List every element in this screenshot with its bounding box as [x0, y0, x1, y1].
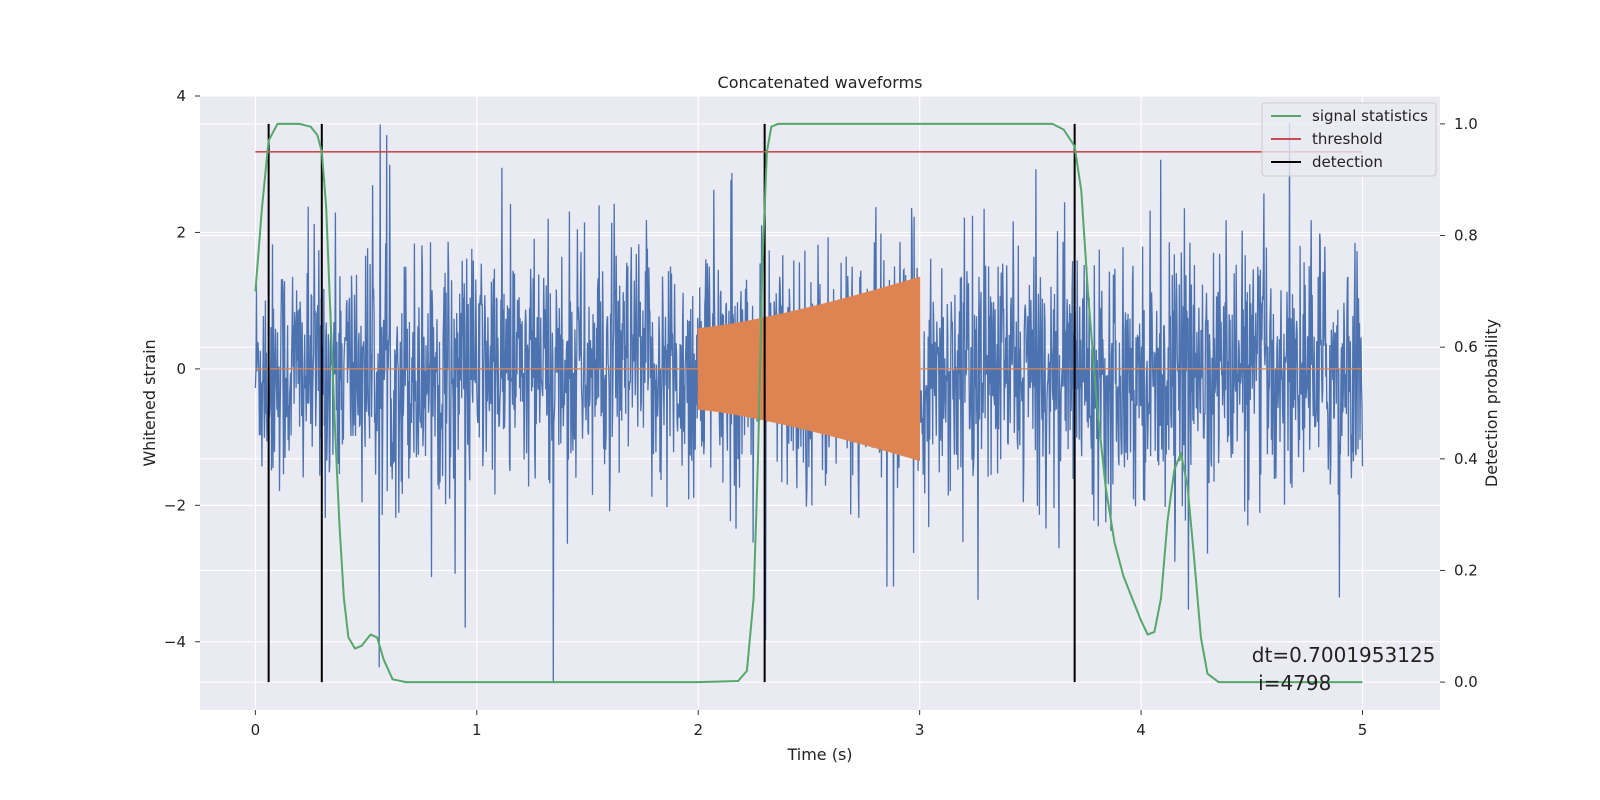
- y-left-tick-label: 4: [176, 87, 186, 105]
- x-tick-label: 2: [693, 721, 703, 739]
- x-tick-label: 1: [472, 721, 482, 739]
- strain-noise-line: [254, 123, 1364, 683]
- legend-label-threshold: threshold: [1312, 130, 1383, 148]
- annotation: dt=0.7001953125 i=4798: [1252, 643, 1436, 695]
- x-tick-label: 3: [915, 721, 925, 739]
- x-tick-label: 0: [251, 721, 261, 739]
- legend-label-signal-statistics: signal statistics: [1312, 107, 1428, 125]
- y-right-tick-label: 0.8: [1454, 227, 1478, 245]
- legend: signal statistics threshold detection: [1261, 102, 1437, 177]
- y-right-tick-label: 0.4: [1454, 450, 1478, 468]
- y-right-tick-label: 0.6: [1454, 338, 1478, 356]
- y-right-tick-label: 0.2: [1454, 561, 1478, 579]
- y-right-axis-ticks: 1.0 0.8 0.6 0.4 0.2 0.0: [1440, 115, 1478, 691]
- y-right-axis-label: Detection probability: [1482, 319, 1501, 487]
- y-left-tick-label: −2: [164, 496, 186, 514]
- y-right-tick-label: 1.0: [1454, 115, 1478, 133]
- x-axis-label: Time (s): [786, 745, 852, 764]
- x-axis-ticks: 0 1 2 3 4 5: [251, 710, 1368, 739]
- y-left-tick-label: 0: [176, 360, 186, 378]
- annotation-line-2: i=4798: [1252, 671, 1332, 695]
- y-left-tick-label: −4: [164, 633, 186, 651]
- chart-title: Concatenated waveforms: [718, 73, 923, 92]
- plot-area: [254, 122, 1364, 684]
- y-left-axis-label: Whitened strain: [140, 339, 159, 466]
- legend-label-detection: detection: [1312, 153, 1383, 171]
- signal-statistics-line: [254, 122, 1363, 684]
- y-left-axis-ticks: 4 2 0 −2 −4: [164, 87, 200, 651]
- legend-box: [1261, 102, 1437, 177]
- y-left-tick-label: 2: [176, 223, 186, 241]
- y-right-tick-label: 0.0: [1454, 673, 1478, 691]
- injected-waveform-line: [255, 276, 1363, 461]
- x-tick-label: 5: [1358, 721, 1368, 739]
- x-tick-label: 4: [1136, 721, 1146, 739]
- annotation-line-1: dt=0.7001953125: [1252, 643, 1436, 667]
